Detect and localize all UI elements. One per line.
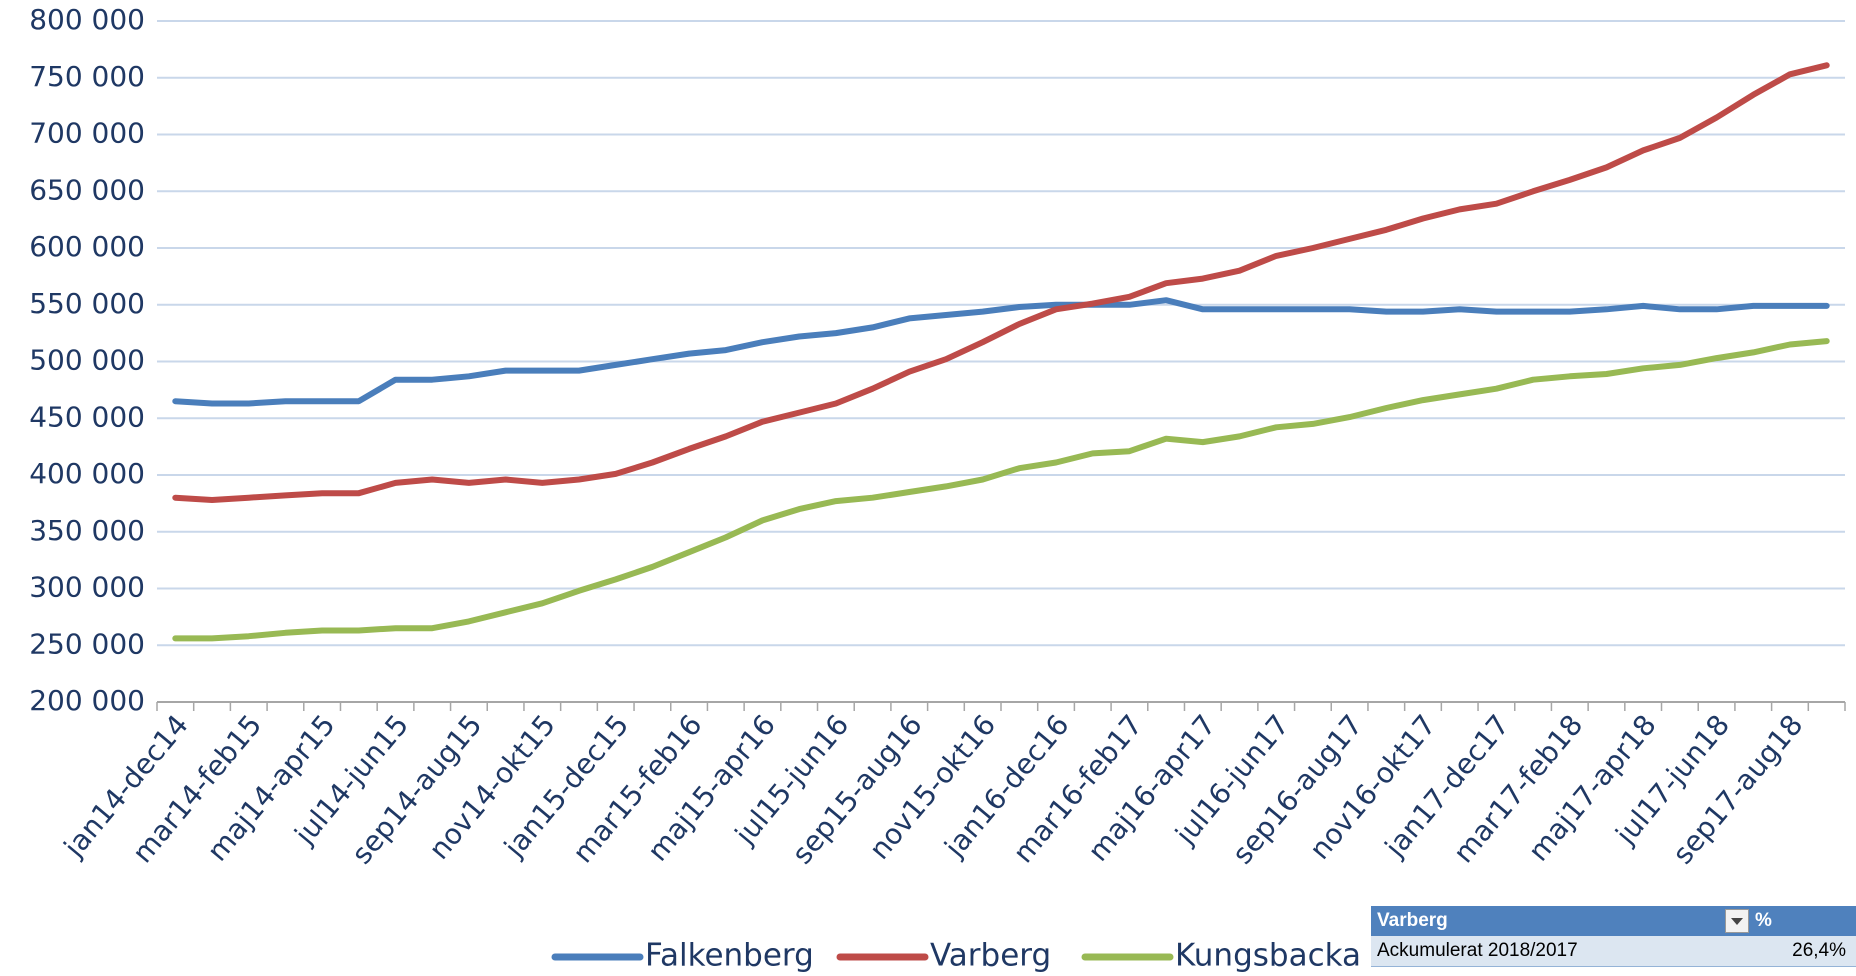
x-tick-label: mar14-feb15 <box>126 708 268 869</box>
legend-label: Kungsbacka <box>1175 938 1361 974</box>
y-tick-label: 450 000 <box>29 400 145 433</box>
y-tick-label: 400 000 <box>29 457 145 490</box>
filter-dropdown[interactable] <box>1725 909 1749 933</box>
y-tick-label: 650 000 <box>29 173 145 206</box>
y-tick-label: 300 000 <box>29 571 145 604</box>
legend-label: Falkenberg <box>645 938 814 974</box>
x-tick-label: mar15-feb16 <box>566 708 708 869</box>
x-tick-label: mar16-feb17 <box>1007 708 1149 869</box>
x-tick-label: sep16-aug17 <box>1226 708 1369 870</box>
x-tick-label: sep15-aug16 <box>785 708 928 870</box>
y-tick-label: 700 000 <box>29 117 145 150</box>
y-tick-label: 350 000 <box>29 514 145 547</box>
table-cell: Ackumulerat 2018/2017 <box>1377 940 1578 961</box>
x-tick-label: sep17-aug18 <box>1666 708 1809 870</box>
y-tick-label: 500 000 <box>29 344 145 377</box>
y-tick-label: 600 000 <box>29 230 145 263</box>
series-line <box>172 297 1830 407</box>
table-header: Varberg % <box>1371 906 1856 936</box>
table-row: Ackumulerat 2018/2017 26,4% <box>1371 936 1856 967</box>
series-line <box>172 338 1830 642</box>
table-cell: 26,4% <box>1792 940 1846 961</box>
legend-label: Varberg <box>930 938 1051 974</box>
y-tick-label: 250 000 <box>29 627 145 660</box>
y-tick-label: 200 000 <box>29 684 145 717</box>
series-line <box>172 62 1830 503</box>
x-tick-label: sep14-aug15 <box>345 708 488 870</box>
header-cell: Varberg <box>1371 909 1751 933</box>
y-tick-label: 800 000 <box>29 3 145 36</box>
y-tick-label: 550 000 <box>29 287 145 320</box>
header-text: Varberg <box>1377 910 1448 931</box>
summary-table: Varberg % Ackumulerat 2018/2017 26,4% <box>1371 906 1856 967</box>
header-cell: % <box>1755 910 1772 931</box>
y-tick-label: 750 000 <box>29 60 145 93</box>
x-tick-label: mar17-feb18 <box>1447 708 1589 869</box>
